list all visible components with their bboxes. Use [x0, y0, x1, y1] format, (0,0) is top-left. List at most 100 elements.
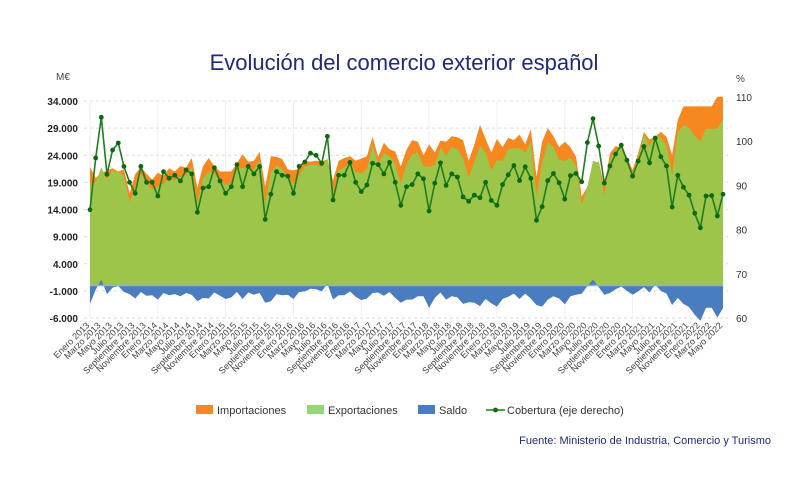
cobertura-point: [454, 174, 460, 180]
cobertura-point: [511, 163, 517, 168]
cobertura-point: [358, 189, 364, 194]
cobertura-point: [483, 179, 489, 185]
cobertura-point: [517, 178, 522, 183]
cobertura-point: [353, 179, 359, 185]
cobertura-point: [268, 191, 274, 197]
cobertura-point: [647, 160, 652, 166]
cobertura-point: [98, 114, 104, 120]
cobertura-point: [714, 213, 720, 219]
cobertura-point: [488, 198, 494, 203]
cobertura-point: [601, 180, 607, 186]
left-tick-label: 29.000: [47, 124, 78, 135]
cobertura-point: [240, 184, 245, 190]
cobertura-point: [466, 198, 472, 204]
cobertura-point: [234, 162, 240, 168]
right-tick-label: 80: [736, 226, 748, 237]
cobertura-point: [381, 171, 387, 177]
legend-label: Exportaciones: [328, 405, 398, 417]
right-tick-label: 90: [736, 181, 748, 192]
cobertura-point: [257, 163, 262, 169]
cobertura-point: [341, 172, 347, 178]
cobertura-point: [324, 133, 330, 139]
cobertura-point: [194, 209, 200, 215]
cobertura-point: [686, 192, 692, 198]
cobertura-point: [477, 195, 483, 201]
legend: Importaciones Exportaciones Saldo Cobertura…: [196, 405, 624, 417]
left-tick-label: -1.000: [50, 287, 79, 298]
cobertura-point: [200, 185, 206, 191]
cobertura-point: [364, 182, 370, 188]
cobertura-point: [652, 135, 658, 141]
cobertura-point: [228, 184, 234, 190]
cobertura-point: [539, 204, 545, 210]
cobertura-point: [296, 163, 302, 169]
cobertura-point: [432, 180, 438, 186]
right-tick-label: 60: [736, 314, 748, 325]
left-tick-label: 19.000: [47, 178, 78, 189]
cobertura-point: [568, 173, 573, 179]
cobertura-point: [471, 192, 477, 198]
cobertura-point: [664, 163, 669, 169]
source-note: Fuente: Ministerio de Industria, Comerci…: [519, 435, 771, 447]
cobertura-point: [551, 171, 556, 176]
cobertura-point: [336, 172, 342, 178]
cobertura-point: [370, 160, 375, 166]
cobertura-point: [692, 210, 698, 216]
left-tick-label: 9.000: [53, 233, 78, 244]
right-tick-label: 100: [736, 137, 753, 148]
cobertura-point: [584, 140, 590, 145]
cobertura-point: [375, 162, 381, 168]
legend-label: Importaciones: [217, 405, 287, 417]
cobertura-point: [308, 150, 313, 156]
cobertura-point: [522, 164, 528, 170]
cobertura-point: [319, 160, 325, 166]
cobertura-point: [172, 172, 178, 178]
cobertura-point: [121, 163, 127, 169]
legend-label: Saldo: [439, 405, 467, 417]
cobertura-point: [630, 173, 635, 179]
cobertura-point: [421, 176, 426, 182]
cobertura-point: [607, 163, 613, 169]
cobertura-point: [635, 158, 641, 164]
legend-marker: [493, 407, 498, 413]
cobertura-point: [681, 184, 686, 190]
cobertura-point: [211, 165, 217, 171]
legend-label: Cobertura (eje derecho): [507, 405, 624, 417]
cobertura-point: [426, 208, 432, 214]
cobertura-point: [505, 172, 511, 178]
cobertura-point: [132, 190, 138, 196]
cobertura-point: [579, 179, 585, 185]
right-axis: 110 100 90 80 70 60: [736, 93, 753, 325]
cobertura-point: [562, 196, 568, 202]
right-axis-unit: %: [736, 74, 745, 85]
cobertura-point: [449, 171, 455, 177]
left-tick-label: 34.000: [47, 97, 78, 108]
cobertura-point: [262, 217, 268, 222]
cobertura-point: [720, 191, 726, 197]
cobertura-point: [87, 207, 93, 213]
cobertura-point: [115, 140, 121, 146]
cobertura-point: [347, 160, 353, 165]
right-tick-label: 110: [736, 93, 752, 104]
cobertura-point: [641, 144, 647, 149]
cobertura-point: [398, 202, 404, 208]
cobertura-point: [590, 116, 596, 122]
left-tick-label: 24.000: [47, 151, 78, 162]
cobertura-point: [223, 190, 229, 196]
legend-swatch: [418, 405, 435, 414]
cobertura-point: [624, 157, 630, 163]
left-axis: 34.000 29.000 24.000 19.000 14.000 9.000 4.000…: [47, 97, 78, 325]
cobertura-point: [669, 204, 675, 210]
chart-title: Evolución del comercio exterior español: [210, 50, 599, 75]
cobertura-point: [534, 217, 539, 223]
cobertura-point: [302, 159, 308, 165]
left-tick-label: 14.000: [47, 206, 78, 217]
cobertura-line: [87, 114, 726, 231]
cobertura-point: [545, 178, 551, 183]
cobertura-point: [206, 184, 212, 190]
cobertura-point: [443, 183, 449, 188]
cobertura-point: [183, 167, 189, 173]
legend-swatch: [196, 405, 213, 414]
